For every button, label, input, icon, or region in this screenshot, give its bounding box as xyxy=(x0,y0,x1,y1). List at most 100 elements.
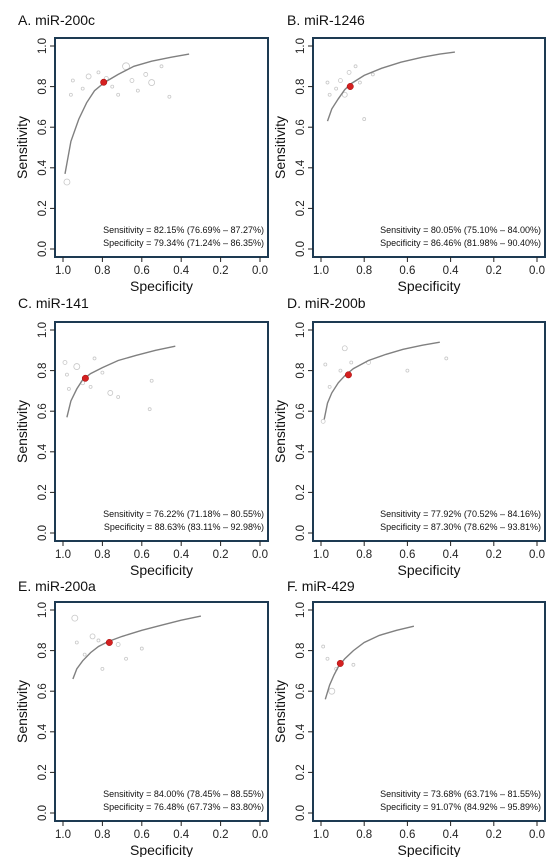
study-point xyxy=(107,390,114,396)
study-point xyxy=(115,642,121,647)
study-point xyxy=(149,378,154,383)
study-point xyxy=(167,94,172,99)
y-tick-label: 0.4 xyxy=(37,159,49,176)
x-tick-label: 0.4 xyxy=(173,829,190,841)
study-point xyxy=(96,70,101,75)
x-tick-label: 0.4 xyxy=(443,549,460,561)
x-tick-label: 1.0 xyxy=(55,829,71,841)
summary-point xyxy=(336,659,344,667)
study-point xyxy=(338,78,343,83)
y-tick-label: 0.0 xyxy=(295,241,307,257)
y-tick-label: 0.4 xyxy=(37,723,49,740)
y-tick-label: 0.0 xyxy=(37,525,49,541)
study-point xyxy=(334,86,339,91)
y-tick-label: 1.0 xyxy=(295,322,307,338)
study-point xyxy=(328,687,336,695)
study-point xyxy=(70,78,75,83)
y-tick-label: 0.4 xyxy=(295,159,307,176)
study-point xyxy=(82,652,87,657)
sensitivity-stat: Sensitivity = 73.68% (63.71% – 81.55%) xyxy=(380,789,541,799)
y-tick-label: 0.0 xyxy=(295,805,307,821)
x-tick-label: 0.4 xyxy=(173,549,190,561)
y-tick-label: 0.8 xyxy=(295,363,307,379)
study-point xyxy=(444,356,449,361)
study-point xyxy=(341,91,348,98)
study-point xyxy=(92,356,97,361)
panel-title: F. miR-429 xyxy=(287,578,355,594)
study-point xyxy=(321,644,326,649)
study-point xyxy=(341,345,348,352)
x-tick-label: 1.0 xyxy=(55,549,71,561)
sroc-plot: 0.0 0.2 0.4 0.6 0.8 1.0 1.0 0.8 0.6 0.4 0.2 0.0 Spec… xyxy=(14,321,269,578)
study-point xyxy=(74,640,79,645)
x-tick-label: 0.2 xyxy=(486,265,502,277)
study-point xyxy=(320,418,326,424)
x-tick-label: 1.0 xyxy=(55,265,71,277)
plot-frame xyxy=(312,321,546,542)
x-tick-label: 0.8 xyxy=(94,549,110,561)
study-point xyxy=(159,64,164,69)
y-tick-label: 0.2 xyxy=(37,200,49,216)
y-tick-label: 0.6 xyxy=(295,683,307,699)
y-tick-label: 1.0 xyxy=(37,602,49,618)
study-point xyxy=(148,79,156,86)
y-tick-label: 0.0 xyxy=(37,241,49,257)
y-tick-label: 0.2 xyxy=(295,764,307,780)
plot-frame xyxy=(312,37,546,258)
y-tick-label: 0.6 xyxy=(37,403,49,419)
x-tick-label: 0.8 xyxy=(356,549,372,561)
y-tick-label: 0.6 xyxy=(295,403,307,419)
plot-frame xyxy=(312,601,546,822)
study-point xyxy=(116,395,121,399)
y-tick-label: 0.0 xyxy=(295,525,307,541)
sroc-plot: 0.0 0.2 0.4 0.6 0.8 1.0 1.0 0.8 0.6 0.4 0.2 0.0 Spec… xyxy=(14,37,269,294)
y-tick-label: 0.8 xyxy=(37,643,49,659)
specificity-stat: Specificity = 76.48% (67.73% – 83.80%) xyxy=(103,802,264,812)
sroc-curve xyxy=(323,341,440,420)
summary-point xyxy=(344,371,352,379)
study-point xyxy=(357,80,362,85)
y-tick-label: 1.0 xyxy=(37,38,49,54)
study-point xyxy=(88,384,93,389)
study-point xyxy=(323,362,328,367)
x-tick-label: 0.6 xyxy=(399,549,415,561)
study-point xyxy=(67,386,71,391)
study-point xyxy=(116,92,121,97)
y-tick-label: 1.0 xyxy=(37,322,49,338)
x-tick-label: 0.0 xyxy=(529,549,545,561)
specificity-stat: Specificity = 86.46% (81.98% – 90.40%) xyxy=(380,238,541,248)
panel-f: F. miR-429 0.0 0.2 0.4 0.6 0.8 1.0 1.0 0.8 0.6 0.… xyxy=(272,578,550,857)
study-point xyxy=(65,372,69,377)
x-tick-label: 0.2 xyxy=(213,829,229,841)
y-tick-label: 0.4 xyxy=(37,443,49,460)
y-axis-title: Sensitivity xyxy=(14,680,30,743)
panel-d: D. miR-200b 0.0 0.2 0.4 0.6 0.8 1.0 1.0 0.8 0.6 0… xyxy=(272,292,550,578)
y-tick-label: 0.2 xyxy=(37,484,49,500)
study-point xyxy=(405,368,410,373)
x-tick-label: 0.0 xyxy=(529,829,545,841)
x-tick-label: 0.6 xyxy=(399,265,415,277)
panel-title: B. miR-1246 xyxy=(287,12,365,28)
panel-title: A. miR-200c xyxy=(18,12,96,28)
x-tick-label: 0.8 xyxy=(94,829,110,841)
y-tick-label: 0.4 xyxy=(295,723,307,740)
x-tick-label: 0.4 xyxy=(173,265,190,277)
study-point xyxy=(124,656,128,661)
x-tick-label: 1.0 xyxy=(313,549,329,561)
y-tick-label: 0.4 xyxy=(295,443,307,460)
panel-e: E. miR-200a 0.0 0.2 0.4 0.6 0.8 1.0 1.0 0.8 0.6 0… xyxy=(0,578,275,857)
study-point xyxy=(135,88,140,93)
x-tick-label: 0.0 xyxy=(252,265,268,277)
study-point xyxy=(351,662,356,667)
y-tick-label: 0.8 xyxy=(37,79,49,95)
y-tick-label: 0.8 xyxy=(295,79,307,95)
study-point xyxy=(370,72,375,77)
x-tick-label: 0.6 xyxy=(134,549,150,561)
x-tick-label: 0.4 xyxy=(443,265,460,277)
study-point xyxy=(96,638,101,643)
y-tick-label: 0.2 xyxy=(37,764,49,780)
y-tick-label: 0.8 xyxy=(37,363,49,379)
panel-a: A. miR-200c 0.0 0.2 0.4 0.6 0.8 1.0 1.0 0.8 0.6 0… xyxy=(0,0,275,294)
x-tick-label: 0.8 xyxy=(356,829,372,841)
study-point xyxy=(349,360,354,365)
